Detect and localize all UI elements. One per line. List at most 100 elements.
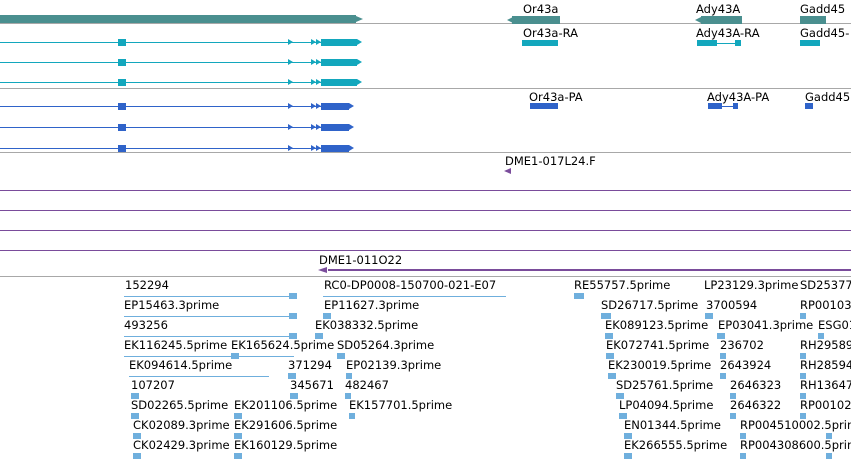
est-label[interactable]: EK266555.5prime <box>624 438 728 452</box>
protein-block[interactable] <box>118 103 126 110</box>
est-label[interactable]: SD25377 <box>800 278 851 292</box>
exon-block-gadd45-ra[interactable] <box>800 40 820 46</box>
est-label[interactable]: EK230019.5prime <box>608 358 712 372</box>
est-block[interactable] <box>346 373 352 379</box>
est-label[interactable]: 236702 <box>720 338 764 352</box>
est-label[interactable]: EK089123.5prime <box>605 318 709 332</box>
est-block[interactable] <box>800 373 806 379</box>
est-label[interactable]: 107207 <box>131 378 175 392</box>
intron-line[interactable] <box>717 43 735 44</box>
est-label[interactable]: EK201106.5prime <box>234 398 338 412</box>
exon-block[interactable] <box>118 79 126 86</box>
protein-block[interactable] <box>118 124 126 131</box>
protein-line[interactable] <box>0 127 352 128</box>
gene-label-gadd45[interactable]: Gadd45 <box>800 2 846 16</box>
est-label[interactable]: EK072741.5prime <box>606 338 710 352</box>
est-line[interactable] <box>129 376 269 377</box>
exon-block[interactable] <box>321 79 357 86</box>
clone-line[interactable] <box>0 210 851 211</box>
protein-block-or43a-pa[interactable] <box>530 103 558 109</box>
est-label[interactable]: EK157701.5prime <box>349 398 453 412</box>
est-label[interactable]: RH29589 <box>800 338 851 352</box>
est-label[interactable]: RP00102 <box>800 398 851 412</box>
protein-block[interactable] <box>321 124 349 131</box>
est-block[interactable] <box>289 313 297 319</box>
est-block[interactable] <box>234 413 242 419</box>
est-label[interactable]: RH13647 <box>800 378 851 392</box>
est-block[interactable] <box>740 433 746 439</box>
est-line[interactable] <box>124 356 294 357</box>
protein-block[interactable] <box>321 145 349 152</box>
protein-label-ady43a-pa[interactable]: Ady43A-PA <box>707 90 770 104</box>
bac-clone-label[interactable]: DME1-011O22 <box>319 253 403 267</box>
transcript-label-gadd45-ra[interactable]: Gadd45- <box>800 26 850 40</box>
est-label[interactable]: EK165624.5prime <box>231 338 335 352</box>
exon-block-ady43a-ra[interactable] <box>697 40 717 46</box>
est-block[interactable] <box>705 313 713 319</box>
transcript-line[interactable] <box>0 82 360 83</box>
est-label[interactable]: RP00103 <box>800 298 851 312</box>
exon-block-or43a-ra[interactable] <box>522 40 558 46</box>
protein-line[interactable] <box>0 148 352 149</box>
est-block[interactable] <box>740 453 746 459</box>
clone-line[interactable] <box>0 190 851 191</box>
est-label[interactable]: SD05264.3prime <box>337 338 435 352</box>
est-label[interactable]: EP02139.3prime <box>346 358 442 372</box>
transcript-label-ady43a-ra[interactable]: Ady43A-RA <box>696 26 760 40</box>
est-label[interactable]: EK038332.5prime <box>315 318 419 332</box>
est-label[interactable]: 2646322 <box>730 398 782 412</box>
est-block[interactable] <box>800 413 806 419</box>
est-block[interactable] <box>616 393 624 399</box>
est-label[interactable]: 152294 <box>125 278 169 292</box>
est-label[interactable]: RE55757.5prime <box>574 278 671 292</box>
protein-block-ady43a-pa[interactable] <box>733 103 738 109</box>
est-block[interactable] <box>133 433 141 439</box>
est-label[interactable]: 482467 <box>345 378 389 392</box>
gene-label-or43a[interactable]: Or43a <box>523 2 559 16</box>
est-block[interactable] <box>601 313 611 319</box>
est-label[interactable]: 2643924 <box>720 358 772 372</box>
est-block[interactable] <box>730 413 736 419</box>
gene-feature-gadd45[interactable] <box>800 16 826 24</box>
est-label[interactable]: 2646323 <box>730 378 782 392</box>
protein-label-gadd45-pa[interactable]: Gadd45 <box>805 90 851 104</box>
est-block[interactable] <box>133 453 141 459</box>
est-label[interactable]: SD26717.5prime <box>601 298 699 312</box>
est-label[interactable]: 493256 <box>124 318 168 332</box>
est-block[interactable] <box>826 433 832 439</box>
est-label[interactable]: EK291606.5prime <box>234 418 338 432</box>
arrow-left-icon[interactable] <box>504 168 511 174</box>
est-label[interactable]: EK160129.5prime <box>234 438 338 452</box>
protein-label-or43a-pa[interactable]: Or43a-PA <box>529 90 583 104</box>
est-block[interactable] <box>800 393 806 399</box>
est-label[interactable]: EK094614.5prime <box>129 358 233 372</box>
est-label[interactable]: LP23129.3prime <box>704 278 799 292</box>
est-block[interactable] <box>337 353 345 359</box>
est-label[interactable]: SD02265.5prime <box>131 398 229 412</box>
est-label[interactable]: RP004308600.5prime <box>740 438 851 452</box>
exon-block[interactable] <box>321 39 357 46</box>
est-label[interactable]: RP004510002.5prime <box>740 418 851 432</box>
est-block[interactable] <box>800 313 806 319</box>
est-block[interactable] <box>234 453 242 459</box>
est-block[interactable] <box>720 373 726 379</box>
est-block[interactable] <box>624 433 632 439</box>
gene-label-ady43a[interactable]: Ady43A <box>696 2 741 16</box>
est-block[interactable] <box>624 453 632 459</box>
est-block[interactable] <box>345 393 351 399</box>
est-block[interactable] <box>720 353 726 359</box>
est-block[interactable] <box>619 413 627 419</box>
gene-feature-left[interactable] <box>0 15 356 23</box>
est-block[interactable] <box>818 333 824 339</box>
protein-block-gadd45-pa[interactable] <box>805 103 813 109</box>
protein-block[interactable] <box>118 145 126 152</box>
est-block[interactable] <box>608 373 616 379</box>
est-block[interactable] <box>315 333 323 339</box>
clone-line[interactable] <box>328 269 851 271</box>
est-label[interactable]: EK116245.5prime <box>124 338 228 352</box>
est-label[interactable]: EP15463.3prime <box>124 298 220 312</box>
bac-end-label[interactable]: DME1-017L24.F <box>505 154 596 168</box>
exon-block[interactable] <box>118 59 126 66</box>
est-label[interactable]: 3700594 <box>706 298 758 312</box>
